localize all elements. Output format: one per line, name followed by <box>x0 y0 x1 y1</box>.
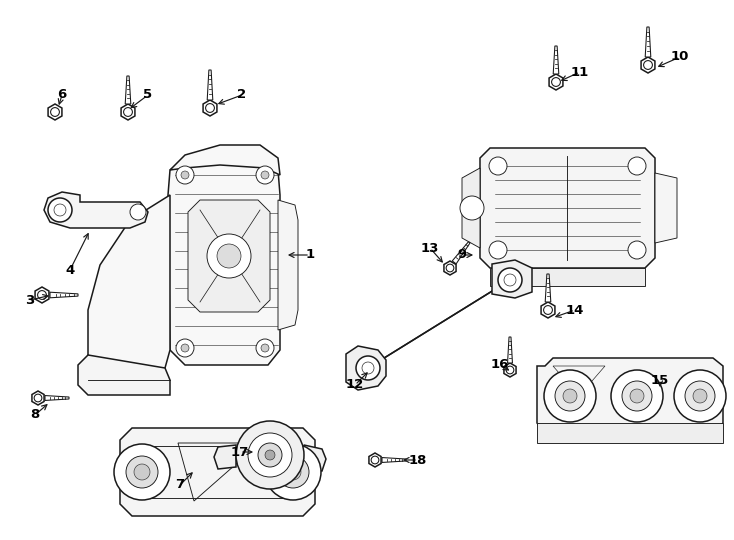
Polygon shape <box>645 27 651 57</box>
Circle shape <box>693 389 707 403</box>
Polygon shape <box>207 70 213 100</box>
Text: 13: 13 <box>421 241 439 254</box>
Text: 7: 7 <box>175 478 184 491</box>
Circle shape <box>555 381 585 411</box>
Polygon shape <box>369 453 381 467</box>
Polygon shape <box>553 46 559 74</box>
Circle shape <box>628 157 646 175</box>
Circle shape <box>256 166 274 184</box>
Polygon shape <box>507 337 512 363</box>
Polygon shape <box>88 195 170 375</box>
Polygon shape <box>537 358 723 433</box>
Circle shape <box>256 339 274 357</box>
Polygon shape <box>641 57 655 73</box>
Circle shape <box>285 464 301 480</box>
Polygon shape <box>120 428 315 516</box>
Text: 18: 18 <box>409 454 427 467</box>
Polygon shape <box>48 104 62 120</box>
Circle shape <box>460 196 484 220</box>
Text: 2: 2 <box>237 89 247 102</box>
Text: 11: 11 <box>571 65 589 78</box>
Text: 12: 12 <box>346 379 364 392</box>
Polygon shape <box>32 391 44 405</box>
Circle shape <box>130 204 146 220</box>
Circle shape <box>265 444 321 500</box>
Polygon shape <box>444 261 456 275</box>
Circle shape <box>217 244 241 268</box>
Polygon shape <box>452 242 470 264</box>
Polygon shape <box>480 148 655 268</box>
Polygon shape <box>490 268 645 286</box>
Polygon shape <box>462 168 480 248</box>
Polygon shape <box>549 74 563 90</box>
Polygon shape <box>537 423 723 443</box>
Circle shape <box>176 339 194 357</box>
Polygon shape <box>278 200 298 330</box>
Circle shape <box>489 157 507 175</box>
Circle shape <box>356 356 380 380</box>
Text: 4: 4 <box>65 264 75 276</box>
Circle shape <box>258 443 282 467</box>
Text: 8: 8 <box>30 408 40 422</box>
Text: 3: 3 <box>26 294 34 307</box>
Circle shape <box>611 370 663 422</box>
Text: 5: 5 <box>143 89 153 102</box>
Circle shape <box>181 171 189 179</box>
Circle shape <box>134 464 150 480</box>
Text: 15: 15 <box>651 374 669 387</box>
Polygon shape <box>50 292 78 298</box>
Text: 1: 1 <box>305 248 315 261</box>
Circle shape <box>126 456 158 488</box>
Circle shape <box>261 344 269 352</box>
Polygon shape <box>44 192 148 228</box>
Circle shape <box>114 444 170 500</box>
Polygon shape <box>492 260 532 298</box>
Circle shape <box>628 241 646 259</box>
Polygon shape <box>45 395 69 401</box>
Polygon shape <box>170 145 280 175</box>
Polygon shape <box>304 445 326 471</box>
Circle shape <box>207 234 251 278</box>
Polygon shape <box>203 100 217 116</box>
Polygon shape <box>214 445 236 469</box>
Circle shape <box>176 166 194 184</box>
Circle shape <box>48 198 72 222</box>
Circle shape <box>622 381 652 411</box>
Circle shape <box>265 450 275 460</box>
Circle shape <box>248 433 292 477</box>
Polygon shape <box>35 287 49 303</box>
Text: 10: 10 <box>671 51 689 64</box>
Text: 9: 9 <box>457 248 467 261</box>
Text: 6: 6 <box>57 89 67 102</box>
Text: 14: 14 <box>566 303 584 316</box>
Polygon shape <box>545 274 550 302</box>
Circle shape <box>685 381 715 411</box>
Polygon shape <box>126 76 131 104</box>
Polygon shape <box>655 173 677 243</box>
Polygon shape <box>188 200 270 312</box>
Polygon shape <box>78 355 170 395</box>
Polygon shape <box>346 346 386 390</box>
Circle shape <box>563 389 577 403</box>
Polygon shape <box>168 155 280 365</box>
Polygon shape <box>121 104 135 120</box>
Circle shape <box>489 241 507 259</box>
Polygon shape <box>504 363 516 377</box>
Text: 16: 16 <box>491 359 509 372</box>
Circle shape <box>277 456 309 488</box>
Circle shape <box>630 389 644 403</box>
Polygon shape <box>382 457 406 462</box>
Circle shape <box>236 421 304 489</box>
Circle shape <box>181 344 189 352</box>
Text: 17: 17 <box>231 446 249 458</box>
Circle shape <box>544 370 596 422</box>
Polygon shape <box>541 302 555 318</box>
Circle shape <box>498 268 522 292</box>
Circle shape <box>261 171 269 179</box>
Circle shape <box>674 370 726 422</box>
